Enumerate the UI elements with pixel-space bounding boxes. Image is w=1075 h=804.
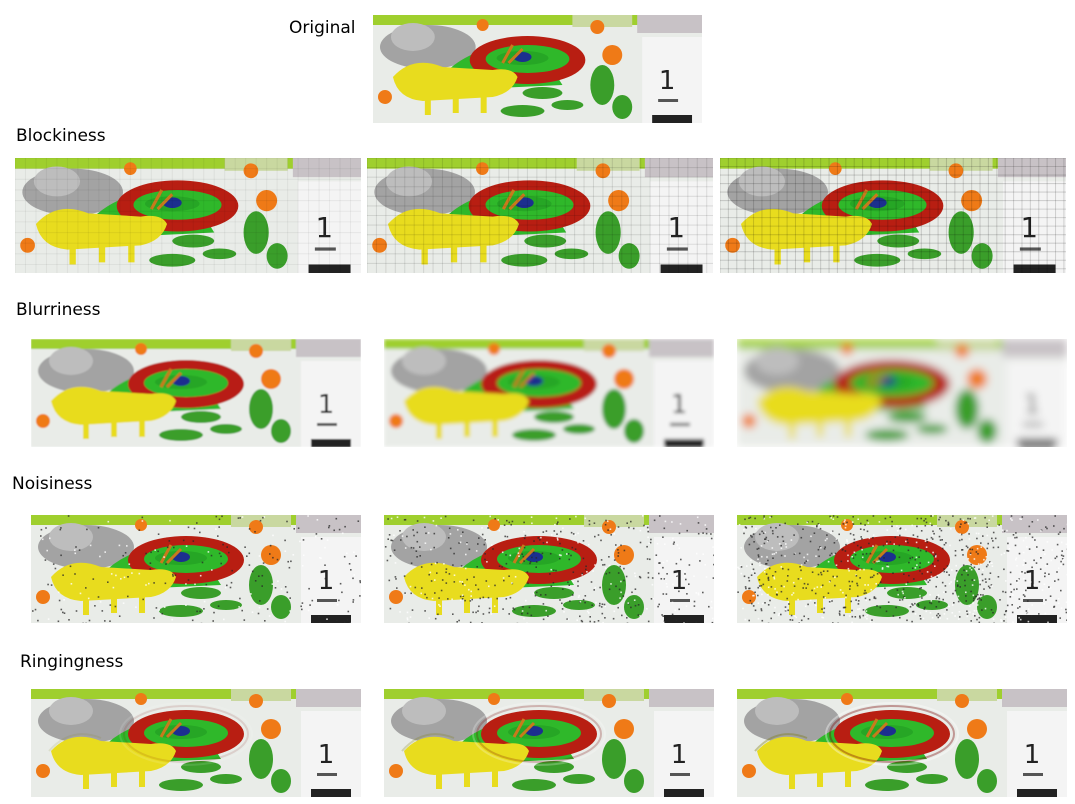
noisiness-image-2: 1	[384, 515, 714, 623]
row-label-ringingness: Ringingness	[20, 652, 124, 672]
blurriness-image-2: 1	[384, 339, 714, 447]
svg-text:1: 1	[316, 213, 333, 244]
svg-text:1: 1	[671, 566, 688, 596]
svg-text:1: 1	[671, 390, 688, 420]
row-label-blurriness: Blurriness	[16, 300, 101, 320]
svg-text:1: 1	[659, 66, 675, 96]
ringingness-image-2: 1	[384, 689, 714, 797]
row-label-blockiness: Blockiness	[16, 126, 106, 146]
svg-text:1: 1	[318, 390, 335, 420]
svg-text:1: 1	[318, 566, 335, 596]
ringingness-image-3: 1	[737, 689, 1067, 797]
original-image: 1	[373, 15, 702, 123]
row-label-noisiness: Noisiness	[12, 474, 93, 494]
blurriness-image-1: 1	[31, 339, 361, 447]
noisiness-image-3: 1	[737, 515, 1067, 623]
svg-text:1: 1	[671, 740, 688, 770]
original-label: Original	[289, 18, 356, 38]
blockiness-image-2: 1	[367, 158, 713, 273]
svg-text:1: 1	[1024, 566, 1041, 596]
noisiness-image-1: 1	[31, 515, 361, 623]
blockiness-image-1: 1	[15, 158, 361, 273]
svg-text:1: 1	[1021, 213, 1038, 244]
svg-text:1: 1	[668, 213, 685, 244]
ringingness-image-1: 1	[31, 689, 361, 797]
svg-text:1: 1	[1024, 390, 1041, 420]
blurriness-image-3: 1	[737, 339, 1067, 447]
blockiness-image-3: 1	[720, 158, 1066, 273]
svg-text:1: 1	[1024, 740, 1041, 770]
svg-text:1: 1	[318, 740, 335, 770]
